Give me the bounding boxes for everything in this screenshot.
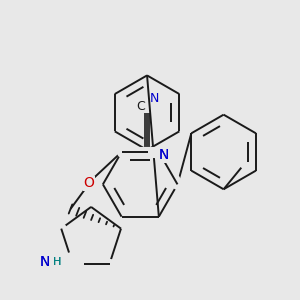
Text: N: N (159, 148, 169, 162)
Text: N: N (159, 148, 169, 162)
Text: O: O (84, 176, 94, 190)
Text: N: N (40, 255, 50, 269)
Text: H: H (53, 257, 61, 267)
Text: N: N (150, 92, 160, 106)
Text: C: C (136, 100, 145, 113)
Text: H: H (53, 257, 61, 267)
Text: N: N (40, 255, 50, 269)
